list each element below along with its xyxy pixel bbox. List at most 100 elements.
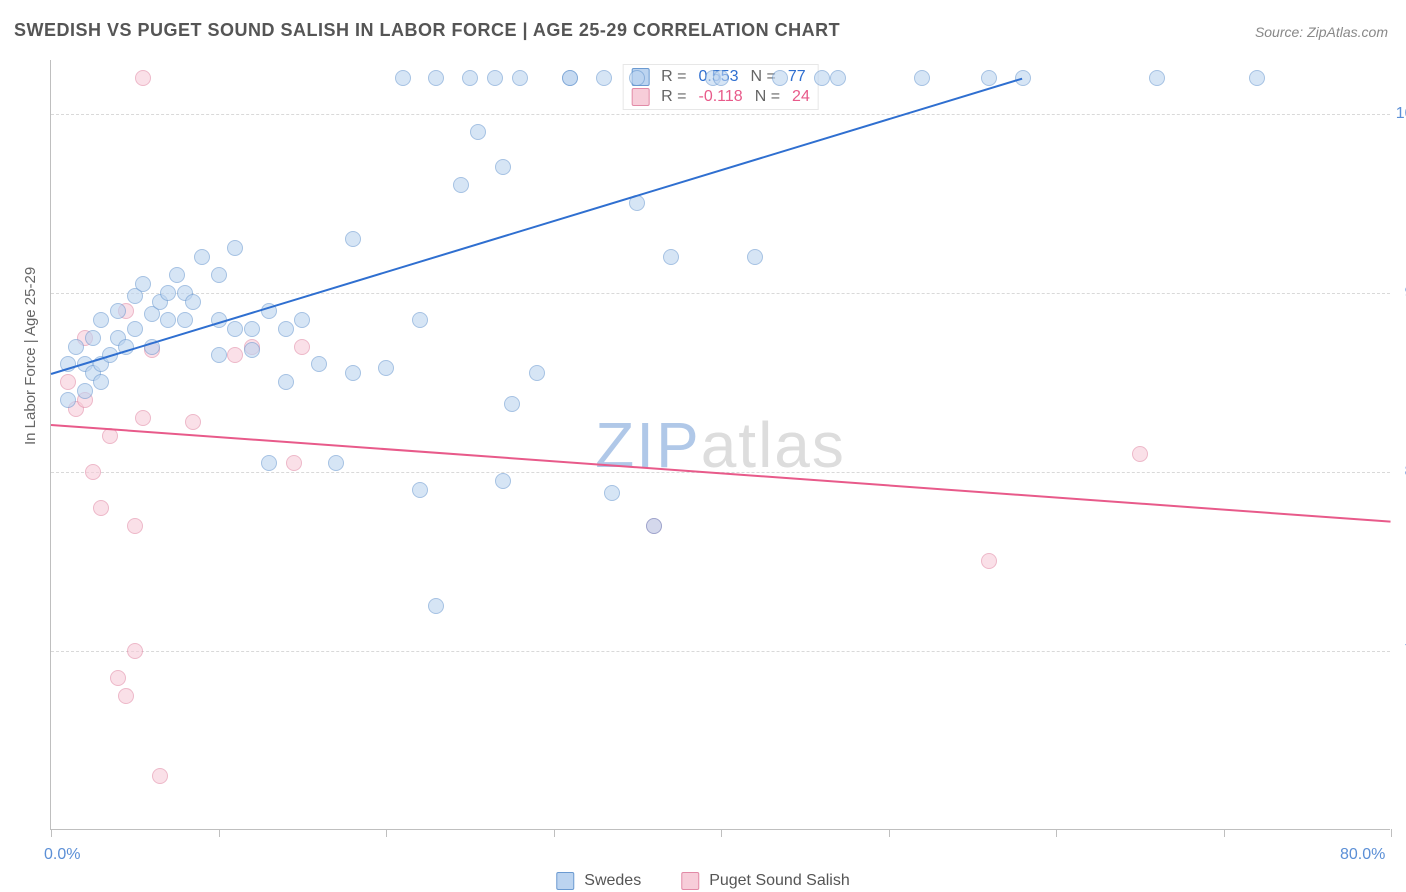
gridline: [51, 293, 1390, 294]
scatter-point-swedes: [244, 342, 260, 358]
scatter-point-swedes: [504, 396, 520, 412]
scatter-point-salish: [127, 518, 143, 534]
x-tick: [889, 829, 890, 837]
scatter-point-swedes: [127, 321, 143, 337]
n-value-salish: 24: [792, 88, 810, 106]
n-value-swedes: 77: [788, 68, 806, 86]
scatter-point-swedes: [227, 321, 243, 337]
scatter-point-swedes: [194, 249, 210, 265]
scatter-point-swedes: [663, 249, 679, 265]
scatter-point-swedes: [93, 374, 109, 390]
scatter-point-salish: [93, 500, 109, 516]
scatter-point-salish: [286, 455, 302, 471]
r-label: R =: [661, 88, 686, 106]
plot-area: ZIPatlas R = 0.553 N = 77 R = -0.118 N =…: [50, 60, 1390, 830]
scatter-point-swedes: [747, 249, 763, 265]
trend-line-swedes: [51, 78, 1023, 375]
source-attribution: Source: ZipAtlas.com: [1255, 24, 1388, 40]
x-tick: [721, 829, 722, 837]
scatter-point-salish: [294, 339, 310, 355]
scatter-point-swedes: [1249, 70, 1265, 86]
scatter-point-swedes: [311, 356, 327, 372]
scatter-point-salish: [227, 347, 243, 363]
scatter-point-salish: [135, 70, 151, 86]
scatter-point-swedes: [981, 70, 997, 86]
scatter-point-swedes: [596, 70, 612, 86]
watermark-atlas: atlas: [701, 409, 846, 481]
x-tick: [1056, 829, 1057, 837]
scatter-point-swedes: [495, 473, 511, 489]
legend-label-swedes: Swedes: [584, 872, 641, 890]
scatter-point-swedes: [211, 267, 227, 283]
n-label: N =: [755, 88, 780, 106]
scatter-point-swedes: [562, 70, 578, 86]
scatter-point-salish: [110, 670, 126, 686]
scatter-point-swedes: [185, 294, 201, 310]
scatter-point-swedes: [345, 231, 361, 247]
scatter-point-swedes: [85, 330, 101, 346]
x-tick: [219, 829, 220, 837]
scatter-point-swedes: [160, 312, 176, 328]
scatter-point-salish: [135, 410, 151, 426]
legend-swatch-swedes: [556, 872, 574, 890]
scatter-point-swedes: [814, 70, 830, 86]
scatter-point-swedes: [169, 267, 185, 283]
scatter-point-salish: [118, 688, 134, 704]
scatter-point-swedes: [278, 374, 294, 390]
scatter-point-swedes: [512, 70, 528, 86]
x-tick-label: 0.0%: [44, 846, 80, 864]
scatter-point-salish: [1132, 446, 1148, 462]
scatter-point-swedes: [395, 70, 411, 86]
scatter-point-swedes: [1149, 70, 1165, 86]
scatter-point-swedes: [646, 518, 662, 534]
scatter-point-swedes: [830, 70, 846, 86]
scatter-point-swedes: [453, 177, 469, 193]
legend-swatch-salish: [681, 872, 699, 890]
scatter-point-swedes: [294, 312, 310, 328]
scatter-point-swedes: [261, 455, 277, 471]
scatter-point-swedes: [93, 312, 109, 328]
scatter-point-swedes: [629, 70, 645, 86]
scatter-point-swedes: [529, 365, 545, 381]
scatter-point-swedes: [428, 70, 444, 86]
scatter-point-swedes: [328, 455, 344, 471]
scatter-point-swedes: [378, 360, 394, 376]
x-tick: [1224, 829, 1225, 837]
scatter-point-swedes: [487, 70, 503, 86]
correlation-chart: SWEDISH VS PUGET SOUND SALISH IN LABOR F…: [0, 0, 1406, 892]
x-tick: [51, 829, 52, 837]
x-tick: [386, 829, 387, 837]
scatter-point-swedes: [604, 485, 620, 501]
scatter-point-swedes: [495, 159, 511, 175]
scatter-point-salish: [127, 643, 143, 659]
scatter-point-swedes: [244, 321, 260, 337]
scatter-point-salish: [152, 768, 168, 784]
swatch-salish: [631, 88, 649, 106]
scatter-point-salish: [60, 374, 76, 390]
scatter-point-swedes: [428, 598, 444, 614]
x-tick: [1391, 829, 1392, 837]
scatter-point-swedes: [713, 70, 729, 86]
y-axis-title: In Labor Force | Age 25-29: [22, 267, 39, 445]
scatter-point-salish: [185, 414, 201, 430]
legend-item-salish: Puget Sound Salish: [681, 872, 850, 890]
scatter-point-swedes: [211, 347, 227, 363]
stats-row-salish: R = -0.118 N = 24: [627, 87, 814, 107]
scatter-point-swedes: [110, 303, 126, 319]
legend: Swedes Puget Sound Salish: [556, 872, 849, 890]
chart-title: SWEDISH VS PUGET SOUND SALISH IN LABOR F…: [14, 20, 840, 41]
scatter-point-salish: [85, 464, 101, 480]
r-value-salish: -0.118: [699, 88, 743, 106]
scatter-point-swedes: [135, 276, 151, 292]
legend-item-swedes: Swedes: [556, 872, 641, 890]
scatter-point-swedes: [77, 383, 93, 399]
x-tick-label: 80.0%: [1340, 846, 1385, 864]
watermark: ZIPatlas: [595, 408, 846, 482]
r-label: R =: [661, 68, 686, 86]
scatter-point-swedes: [470, 124, 486, 140]
scatter-point-swedes: [412, 482, 428, 498]
scatter-point-swedes: [462, 70, 478, 86]
legend-label-salish: Puget Sound Salish: [709, 872, 850, 890]
scatter-point-swedes: [278, 321, 294, 337]
y-tick-label: 100.0%: [1396, 105, 1406, 123]
